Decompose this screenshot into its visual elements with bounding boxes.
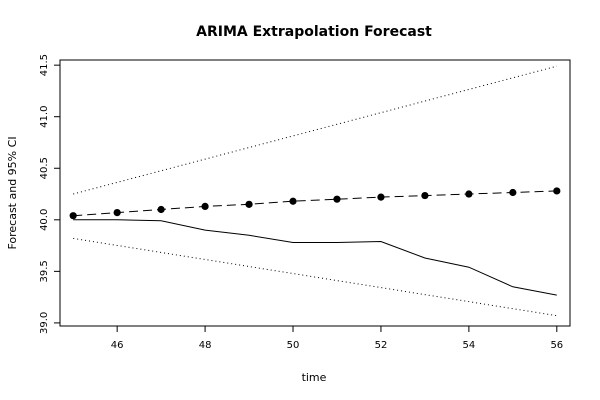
y-tick-label: 39.0 (39, 312, 50, 334)
y-axis: 39.0 39.5 40.0 40.5 41.0 41.5 (39, 54, 60, 334)
y-tick-label: 41.0 (39, 106, 50, 128)
y-axis-label: Forecast and 95% CI (6, 136, 19, 249)
x-axis: 46 48 50 52 54 56 (111, 326, 563, 351)
forecast-point (157, 205, 165, 214)
forecast-point (421, 191, 429, 200)
y-tick-label: 39.5 (39, 260, 50, 282)
forecast-point (377, 193, 385, 201)
series-layer (69, 65, 561, 317)
forecast-point (553, 187, 561, 195)
x-axis-label: time (302, 371, 327, 384)
forecast-point (465, 190, 473, 198)
plot-frame (59, 59, 571, 327)
x-tick-label: 48 (199, 340, 212, 351)
y-tick-label: 40.0 (39, 209, 50, 231)
x-tick-label: 56 (550, 340, 563, 351)
x-tick-label: 46 (111, 340, 124, 351)
forecast-point (289, 197, 297, 205)
chart-title: ARIMA Extrapolation Forecast (196, 24, 432, 40)
forecast-point (69, 212, 77, 220)
x-tick-label: 54 (463, 340, 476, 351)
forecast-point (201, 202, 209, 211)
forecast-point (113, 208, 121, 217)
series-lower-ci-line (73, 237, 557, 317)
series-upper-ci-line (73, 65, 557, 195)
y-tick-label: 41.5 (39, 54, 50, 76)
x-tick-label: 50 (287, 340, 300, 351)
plot-area (59, 59, 571, 327)
forecast-point (245, 200, 253, 208)
y-tick-label: 40.5 (39, 157, 50, 179)
series-forecast-line (73, 190, 557, 217)
forecast-point (333, 195, 341, 203)
forecast-point (509, 188, 517, 197)
x-tick-label: 52 (375, 340, 388, 351)
series-actual-line (73, 219, 557, 296)
